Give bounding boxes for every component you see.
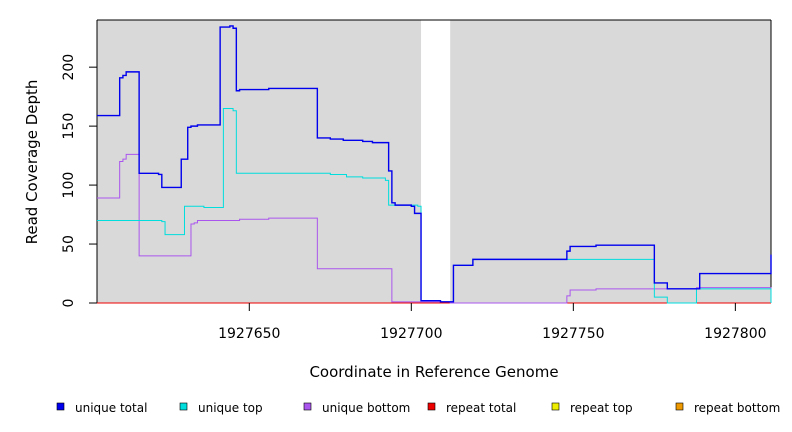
legend-label-unique-top: unique top (198, 401, 263, 415)
x-tick-label: 1927800 (704, 326, 766, 342)
y-axis-title: Read Coverage Depth (23, 80, 41, 245)
shaded-region-2 (450, 20, 771, 303)
legend-label-repeat-total: repeat total (446, 401, 516, 415)
legend-swatch-repeat-bottom (675, 402, 684, 411)
series-lines (97, 25, 772, 304)
y-tick-label: 100 (61, 172, 77, 199)
legend-label-repeat-bottom: repeat bottom (694, 401, 780, 415)
legend: unique total unique top unique bottom repea… (56, 401, 780, 415)
x-axis: 1927650 1927700 1927750 1927800 (218, 303, 767, 342)
y-tick-label: 0 (61, 299, 77, 308)
y-tick-label: 50 (61, 235, 77, 253)
x-tick-label: 1927700 (380, 326, 442, 342)
legend-swatch-repeat-total (427, 402, 436, 411)
x-axis-title: Coordinate in Reference Genome (309, 363, 558, 381)
x-tick-label: 1927750 (542, 326, 604, 342)
y-tick-label: 150 (61, 113, 77, 140)
y-axis: 0 50 100 150 200 (61, 54, 97, 308)
y-tick-label: 200 (61, 54, 77, 81)
shaded-regions (97, 20, 771, 303)
legend-swatch-unique-bottom (303, 402, 312, 411)
legend-label-unique-bottom: unique bottom (322, 401, 410, 415)
legend-swatch-unique-total (56, 402, 65, 411)
x-tick-label: 1927650 (218, 326, 280, 342)
legend-label-repeat-top: repeat top (570, 401, 633, 415)
legend-swatch-repeat-top (551, 402, 560, 411)
legend-swatch-unique-top (179, 402, 188, 411)
series-unique-total (97, 25, 772, 303)
series-unique-bottom (97, 153, 772, 304)
legend-label-unique-total: unique total (75, 401, 147, 415)
shaded-region-1 (97, 20, 422, 303)
